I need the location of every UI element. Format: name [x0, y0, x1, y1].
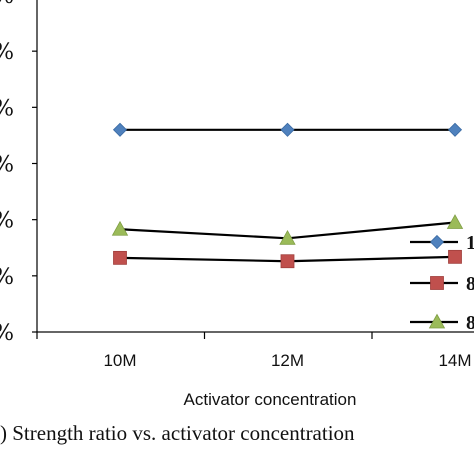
series-2	[113, 249, 462, 269]
data-point-marker	[446, 214, 464, 229]
data-point-marker	[279, 229, 296, 245]
x-tick-marks	[36, 332, 373, 339]
data-point-marker	[112, 122, 128, 137]
x-tick-labels: 10M 12M 14M	[103, 351, 471, 370]
legend-marker	[430, 276, 444, 290]
legend-item: 8	[410, 312, 474, 334]
data-point-marker	[448, 249, 462, 264]
x-axis-label: Activator concentration	[184, 390, 357, 409]
legend-marker	[429, 234, 445, 250]
y-tick-label: %	[0, 152, 14, 177]
x-tick-label: 14M	[438, 351, 471, 370]
data-point-marker	[447, 122, 463, 137]
x-tick-label: 10M	[103, 351, 136, 370]
data-point-marker	[280, 254, 295, 269]
series-group	[111, 122, 464, 269]
legend-marker	[428, 313, 446, 329]
y-tick-label: %	[0, 209, 14, 234]
legend-label: 8	[466, 273, 474, 295]
y-tick-label: %	[0, 0, 14, 9]
data-point-marker	[113, 250, 127, 265]
plot-area	[36, 0, 474, 333]
y-tick-labels: %%%%%%%	[0, 0, 14, 346]
data-point-marker	[111, 220, 129, 236]
y-tick-label: %	[0, 40, 14, 65]
legend-item: 1	[410, 232, 474, 254]
y-tick-label: %	[0, 321, 14, 346]
y-tick-marks	[32, 50, 37, 333]
x-tick-label: 12M	[271, 351, 304, 370]
figure-caption: ) Strength ratio vs. activator concentra…	[0, 421, 355, 445]
data-point-marker	[280, 122, 295, 137]
legend: 1 8 8	[410, 232, 474, 334]
legend-label: 8	[466, 312, 474, 334]
y-tick-label: %	[0, 96, 14, 121]
legend-label: 1	[466, 232, 474, 254]
series-3	[111, 214, 464, 245]
legend-item: 8	[410, 273, 474, 295]
y-tick-label: %	[0, 265, 14, 290]
series-1	[112, 122, 463, 137]
